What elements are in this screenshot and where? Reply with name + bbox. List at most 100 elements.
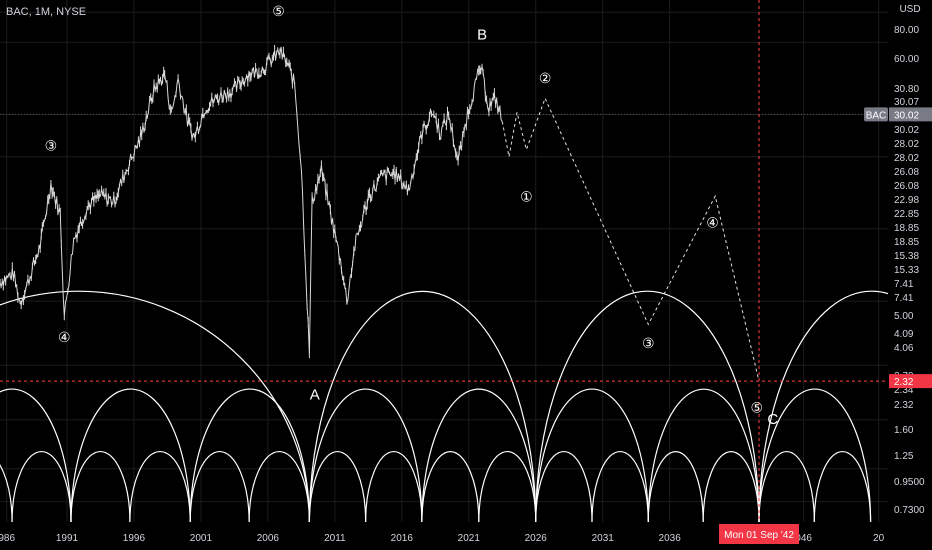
time-tick: 1996 — [123, 533, 146, 544]
time-tick: 2006 — [257, 533, 280, 544]
wave-label: B — [477, 26, 487, 43]
wave-label: C — [767, 411, 778, 428]
price-tick: 4.09 — [894, 329, 914, 340]
price-tick: 30.80 — [894, 84, 919, 95]
price-tick: 18.85 — [894, 223, 919, 234]
time-tick: 046 — [795, 533, 812, 544]
cycle-arc — [702, 450, 760, 523]
wave-label: ② — [539, 70, 552, 86]
price-tick: 0.9500 — [894, 477, 925, 488]
price-tick: 2.32 — [894, 400, 914, 411]
grid-lines — [0, 0, 888, 522]
crosshair-date-badge — [719, 524, 800, 544]
cycle-arc — [11, 451, 72, 523]
price-axis-bg — [888, 0, 932, 550]
cycle-arc — [70, 388, 191, 523]
cycle-arc — [421, 450, 480, 523]
cycle-arc — [189, 451, 250, 523]
cycle-arc — [248, 450, 310, 523]
last-price-badge — [889, 107, 932, 122]
cycle-arc — [308, 388, 423, 523]
crosshair — [0, 0, 888, 522]
cycle-arc — [478, 450, 537, 523]
cycle-arc — [647, 388, 760, 523]
time-tick: 2031 — [592, 533, 615, 544]
time-tick: 2011 — [324, 533, 346, 544]
price-tick: 5.00 — [894, 311, 914, 322]
cycle-arc — [535, 388, 649, 523]
cycle-arc — [758, 388, 872, 523]
price-tick: 4.06 — [894, 343, 914, 354]
cycle-arc — [308, 451, 367, 523]
symbol-title[interactable]: BAC, 1M, NYSE — [6, 6, 87, 18]
price-tick: 28.02 — [894, 153, 919, 164]
time-tick: 2036 — [659, 533, 682, 544]
last-price-value: 30.02 — [894, 110, 919, 121]
cycle-arc — [189, 388, 310, 523]
cycle-arc — [535, 451, 593, 523]
cycle-arc — [535, 290, 760, 523]
price-tick: 22.98 — [894, 195, 919, 206]
cycle-arcs — [0, 290, 932, 523]
price-tick: 2.34 — [894, 385, 914, 396]
time-tick: 20 — [873, 533, 885, 544]
price-tick: 18.85 — [894, 237, 919, 248]
price-tick: 60.00 — [894, 54, 919, 65]
time-tick: 2016 — [391, 533, 414, 544]
price-tick: 7.41 — [894, 293, 914, 304]
price-tick: 7.41 — [894, 279, 914, 290]
cycle-arc — [365, 451, 423, 523]
price-axis[interactable]: USD80.0060.0030.8030.0730.0730.0228.0228… — [888, 0, 932, 550]
symbol-badge — [864, 107, 888, 122]
cycle-arc — [129, 451, 191, 523]
cycle-arc — [0, 464, 13, 523]
price-tick: 80.00 — [894, 25, 919, 36]
price-tick: 26.08 — [894, 181, 919, 192]
wave-label: ④ — [58, 329, 71, 345]
time-tick: 2001 — [190, 533, 213, 544]
projection-path — [501, 97, 760, 382]
symbol-badge-text: BAC — [866, 110, 887, 121]
wave-label: ③ — [45, 137, 58, 153]
wave-label: ⑤ — [750, 399, 763, 415]
price-tick: 22.85 — [894, 209, 919, 220]
time-tick: 1991 — [56, 533, 79, 544]
wave-label: ④ — [706, 215, 719, 231]
price-tick: 15.33 — [894, 265, 919, 276]
wave-label: ⑤ — [272, 3, 285, 19]
price-line — [0, 45, 503, 359]
wave-label: ③ — [642, 335, 655, 351]
crosshair-date-value: Mon 01 Sep '42 — [724, 530, 794, 541]
currency-label: USD — [899, 4, 920, 15]
price-tick: 26.08 — [894, 167, 919, 178]
cycle-arc — [591, 451, 649, 523]
wave-label: A — [310, 387, 320, 404]
cycle-arc — [0, 290, 310, 523]
price-tick: 28.02 — [894, 139, 919, 150]
cycle-arc — [813, 451, 872, 523]
time-tick: 2021 — [458, 533, 481, 544]
time-tick: 2026 — [525, 533, 548, 544]
axis-badges: BAC 30.02 2.32 Mon 01 Sep '42 — [719, 107, 932, 544]
price-tick: 0.7300 — [894, 505, 925, 516]
price-tick: 15.38 — [894, 251, 919, 262]
price-series — [0, 45, 503, 359]
price-tick: 30.07 — [894, 97, 919, 108]
crosshair-price-value: 2.32 — [894, 377, 914, 388]
wave-label: ① — [520, 188, 533, 204]
cycle-arc — [308, 290, 537, 523]
crosshair-price-badge — [889, 374, 932, 389]
cycle-arc — [758, 450, 815, 523]
price-tick: 30.02 — [894, 125, 919, 136]
time-tick: 986 — [0, 533, 15, 544]
projection-line — [501, 97, 760, 382]
cycle-arc — [70, 450, 131, 523]
cycle-arc — [647, 450, 704, 523]
price-tick: 1.25 — [894, 451, 914, 462]
price-tick: 1.60 — [894, 425, 914, 436]
cycle-arc — [0, 388, 72, 523]
cycle-arc — [421, 388, 537, 523]
